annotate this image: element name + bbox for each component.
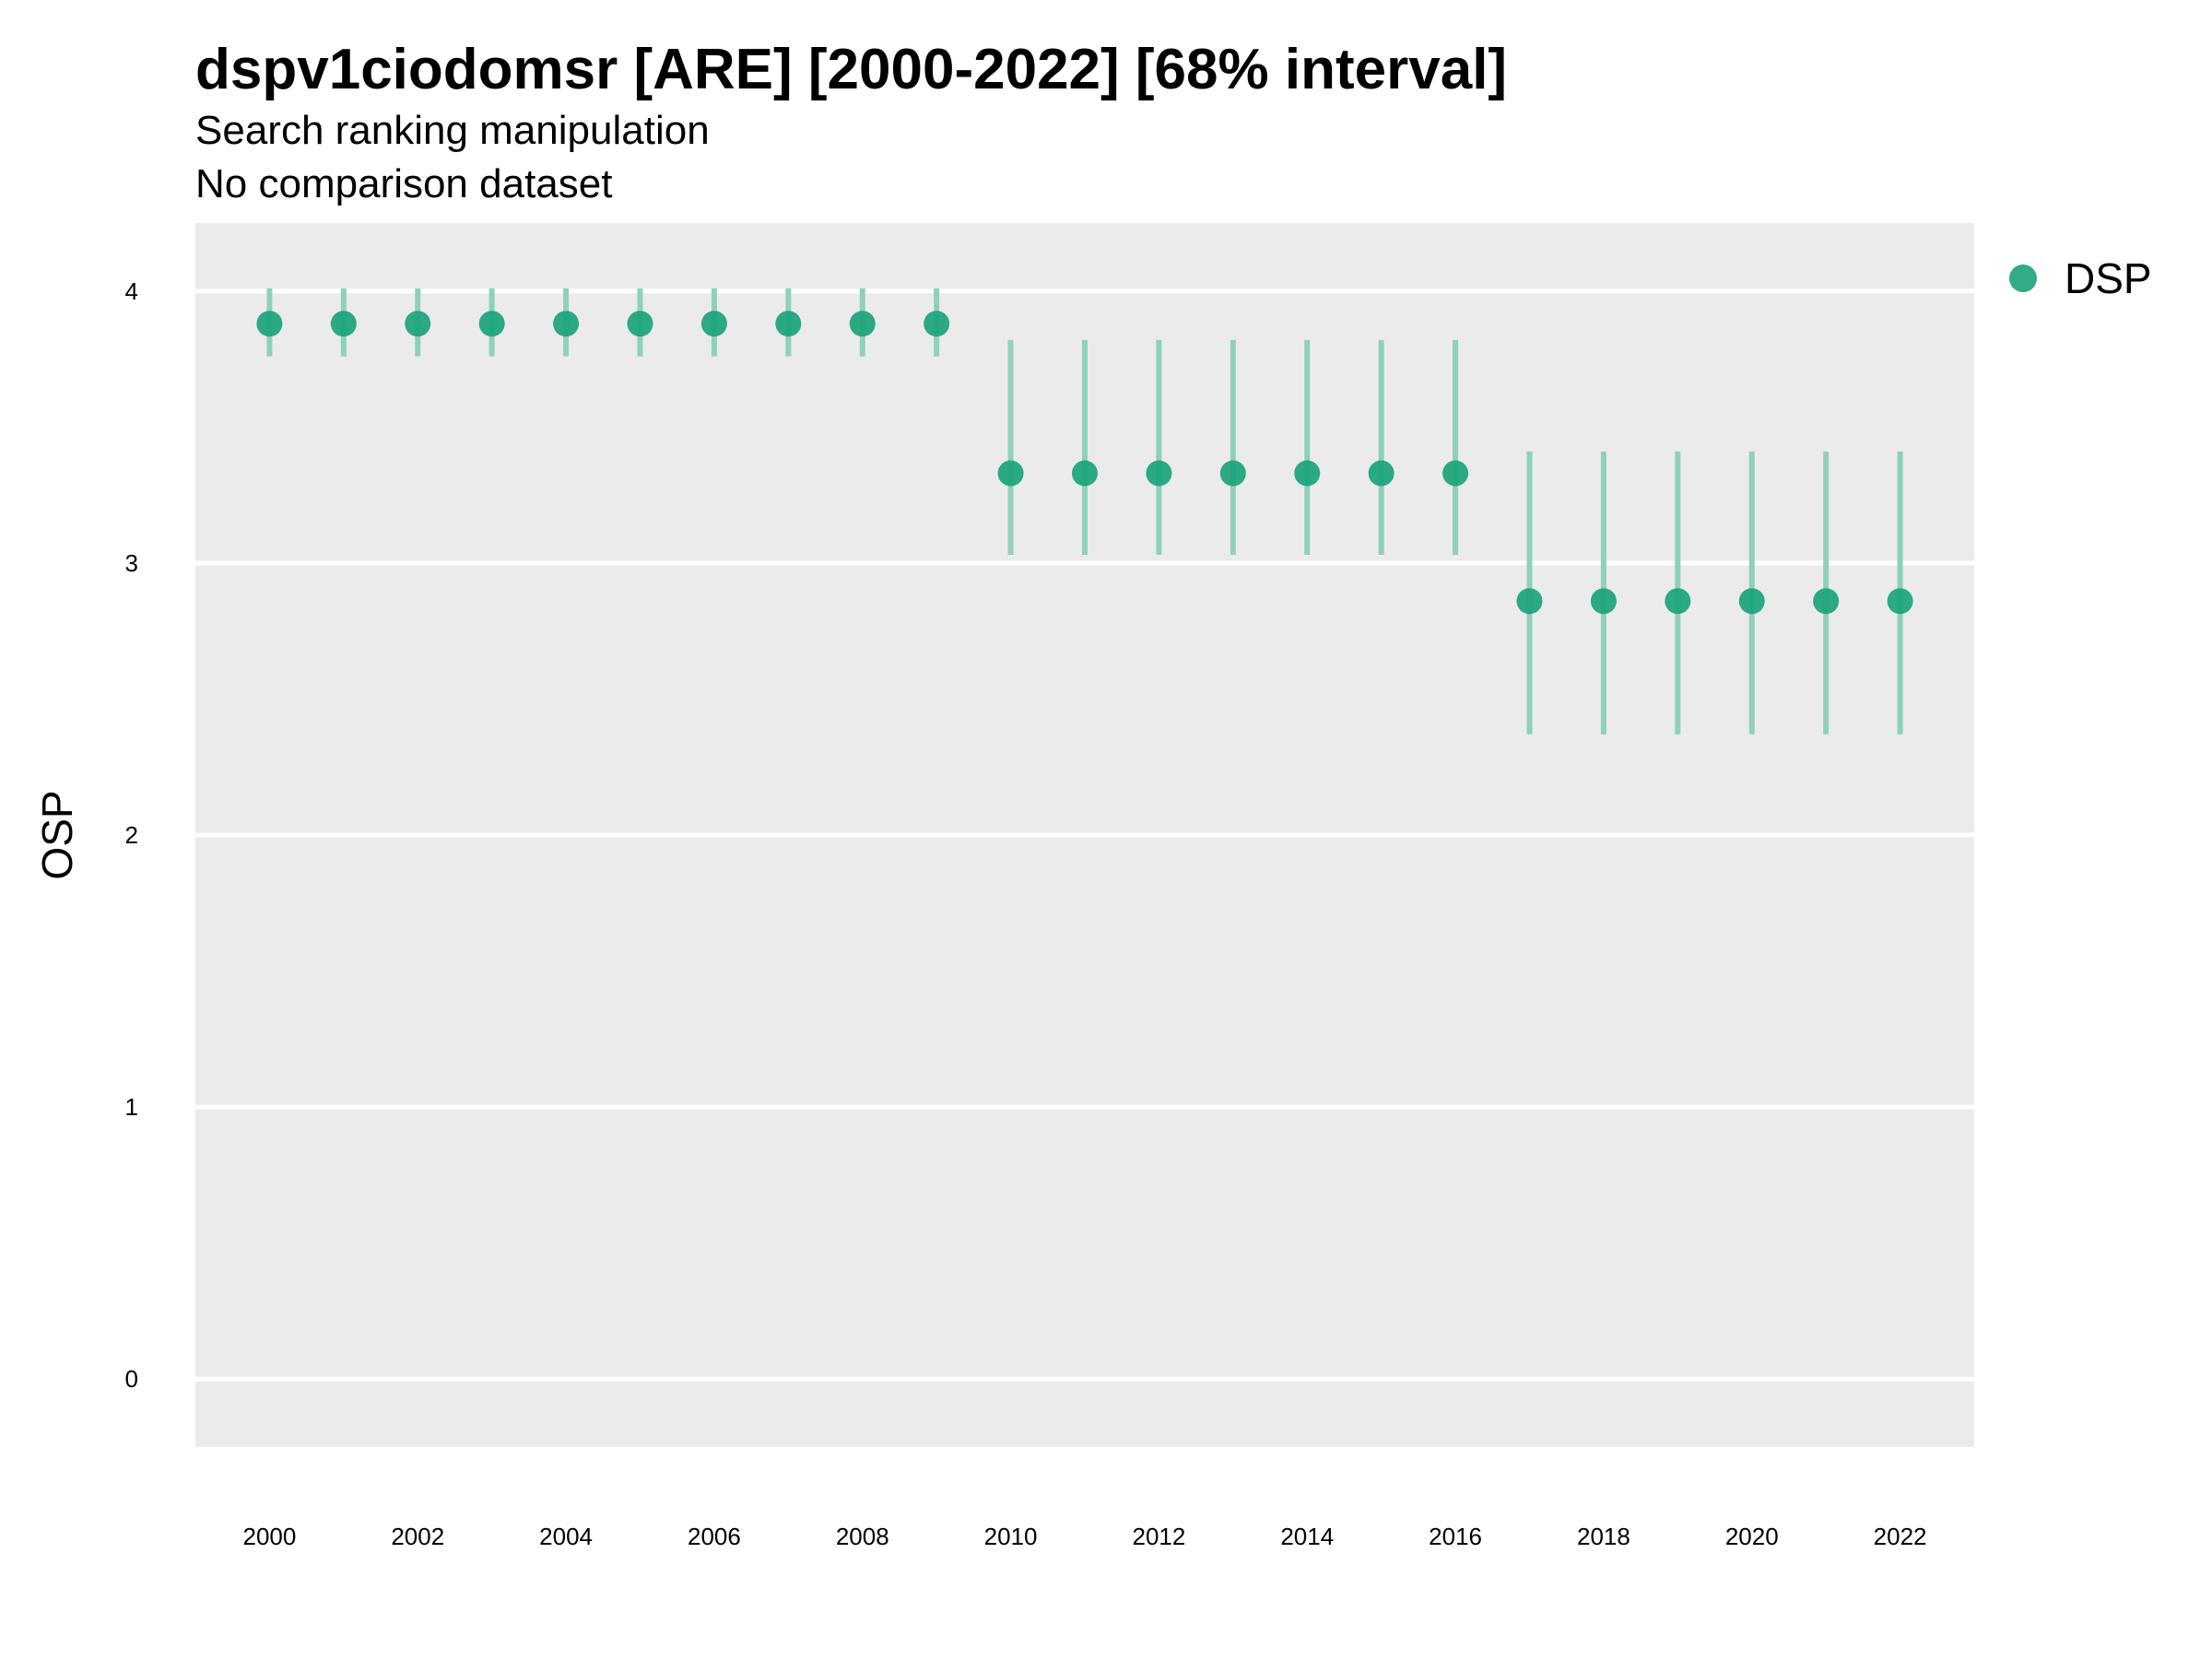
data-point bbox=[330, 311, 357, 337]
x-tick-label: 2002 bbox=[391, 1523, 444, 1550]
x-tick-label: 2020 bbox=[1725, 1523, 1779, 1550]
data-point bbox=[1146, 460, 1172, 487]
data-point bbox=[256, 311, 283, 337]
data-point bbox=[1738, 588, 1765, 615]
data-point bbox=[1590, 588, 1617, 615]
x-tick-label: 2008 bbox=[836, 1523, 889, 1550]
data-points bbox=[256, 311, 1913, 615]
data-point bbox=[1665, 588, 1691, 615]
data-point bbox=[849, 311, 876, 337]
gridlines bbox=[195, 288, 1974, 1382]
data-point bbox=[1887, 588, 1913, 615]
legend-label-dsp: DSP bbox=[2065, 254, 2152, 302]
x-tick-label: 2012 bbox=[1132, 1523, 1185, 1550]
x-tick-label: 2016 bbox=[1429, 1523, 1482, 1550]
chart-title: dspv1ciodomsr [ARE] [2000-2022] [68% int… bbox=[195, 38, 1507, 101]
chart-subtitle: Search ranking manipulation bbox=[195, 108, 710, 153]
data-point bbox=[1072, 460, 1098, 487]
y-axis-ticks: 0 1 2 3 4 bbox=[125, 277, 138, 1393]
y-tick-label: 2 bbox=[125, 821, 138, 849]
y-tick-label: 0 bbox=[125, 1365, 138, 1393]
x-tick-label: 2006 bbox=[688, 1523, 741, 1550]
data-point bbox=[627, 311, 653, 337]
data-point bbox=[1294, 460, 1321, 487]
data-point bbox=[1813, 588, 1840, 615]
y-tick-label: 4 bbox=[125, 277, 138, 305]
data-point bbox=[1442, 460, 1469, 487]
x-tick-label: 2010 bbox=[984, 1523, 1038, 1550]
data-point bbox=[1516, 588, 1543, 615]
data-point bbox=[775, 311, 802, 337]
data-point bbox=[553, 311, 580, 337]
y-tick-label: 3 bbox=[125, 549, 138, 577]
x-tick-label: 2000 bbox=[242, 1523, 296, 1550]
data-point bbox=[700, 311, 727, 337]
data-point bbox=[997, 460, 1024, 487]
legend-swatch-dsp bbox=[2009, 265, 2037, 292]
x-tick-label: 2014 bbox=[1280, 1523, 1334, 1550]
data-point bbox=[478, 311, 505, 337]
x-tick-label: 2022 bbox=[1874, 1523, 1927, 1550]
x-tick-label: 2018 bbox=[1577, 1523, 1630, 1550]
data-point bbox=[1368, 460, 1394, 487]
y-axis-label: OSP bbox=[33, 790, 81, 879]
y-tick-label: 1 bbox=[125, 1093, 138, 1121]
legend: DSP bbox=[2009, 254, 2152, 302]
chart-caption: No comparison dataset bbox=[195, 161, 612, 206]
x-tick-label: 2004 bbox=[539, 1523, 593, 1550]
data-point bbox=[405, 311, 431, 337]
data-point bbox=[924, 311, 950, 337]
x-axis-ticks: 2000 2002 2004 2006 2008 2010 2012 2014 2016 2018… bbox=[242, 1523, 1926, 1550]
data-point bbox=[1219, 460, 1246, 487]
